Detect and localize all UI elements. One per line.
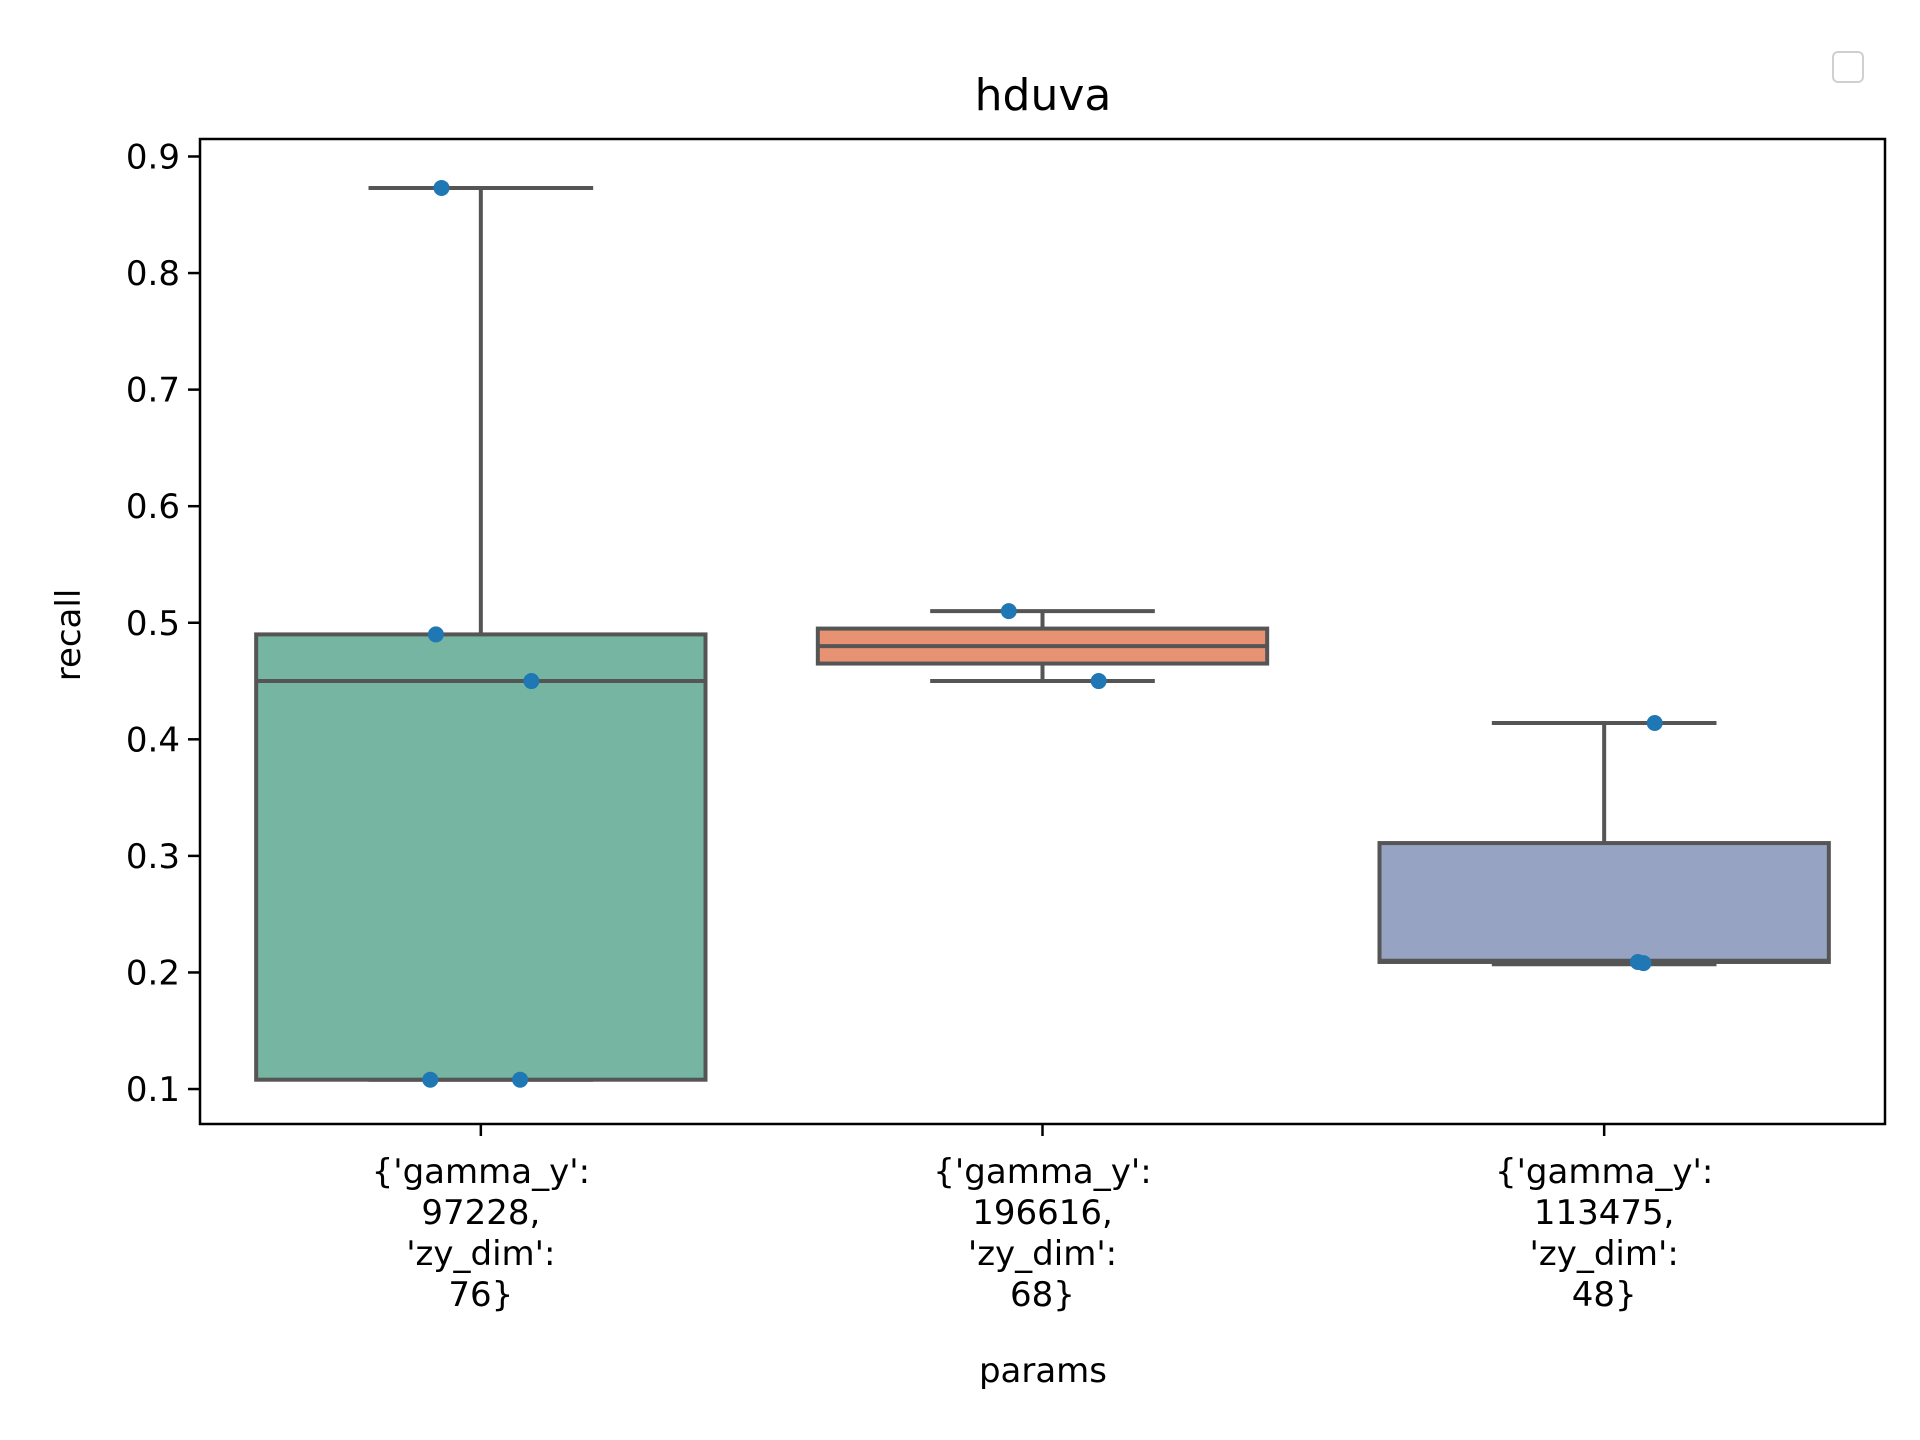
x-tick-label-line: {'gamma_y': bbox=[1495, 1152, 1713, 1192]
x-tick-label-line: 76} bbox=[448, 1275, 513, 1315]
data-point bbox=[512, 1071, 529, 1088]
x-tick-label-line: 'zy_dim': bbox=[406, 1234, 555, 1274]
x-tick-label-line: 97228, bbox=[421, 1193, 540, 1233]
x-tick-label-line: {'gamma_y': bbox=[933, 1152, 1151, 1192]
data-point bbox=[433, 179, 450, 196]
plot-area bbox=[198, 137, 1887, 1126]
box-group bbox=[1377, 721, 1831, 967]
data-point bbox=[1090, 673, 1107, 690]
y-tick-label: 0.7 bbox=[126, 371, 180, 411]
y-tick-label: 0.2 bbox=[126, 953, 180, 993]
x-axis-label: params bbox=[979, 1351, 1107, 1391]
y-tick-label: 0.8 bbox=[126, 254, 180, 294]
legend-box bbox=[1832, 51, 1864, 83]
data-point bbox=[523, 673, 540, 690]
y-tick-label: 0.5 bbox=[126, 604, 180, 644]
box-group bbox=[815, 609, 1270, 684]
x-axis: {'gamma_y': 97228,'zy_dim': 76}{'gamma_y':… bbox=[372, 1124, 1713, 1315]
x-tick-label-line: 113475, bbox=[1534, 1193, 1675, 1233]
box bbox=[254, 632, 708, 1082]
x-tick-label-line: 'zy_dim': bbox=[968, 1234, 1117, 1274]
y-tick-label: 0.4 bbox=[126, 720, 180, 760]
y-axis: 0.1 0.2 0.3 0.4 0.5 0.6 0.7 0.8 0.9 bbox=[126, 137, 200, 1110]
y-tick-label: 0.3 bbox=[126, 837, 180, 877]
x-tick-label-line: 'zy_dim': bbox=[1530, 1234, 1679, 1274]
x-tick-label-line: 196616, bbox=[972, 1193, 1113, 1233]
x-tick-label-line: 48} bbox=[1572, 1275, 1637, 1315]
x-tick-label-line: 68} bbox=[1010, 1275, 1075, 1315]
data-point bbox=[1635, 955, 1652, 972]
box-group bbox=[254, 185, 708, 1082]
y-tick-label: 0.6 bbox=[126, 487, 180, 527]
box bbox=[1377, 841, 1831, 964]
y-axis-label: recall bbox=[49, 589, 89, 682]
chart-title: hduva bbox=[975, 70, 1112, 121]
data-point bbox=[1646, 715, 1663, 732]
x-tick-label: {'gamma_y': 196616,'zy_dim': 68} bbox=[933, 1152, 1151, 1315]
data-point bbox=[1000, 603, 1017, 620]
x-tick-label-line: {'gamma_y': bbox=[372, 1152, 590, 1192]
data-point bbox=[427, 626, 444, 643]
x-tick-label: {'gamma_y': 97228,'zy_dim': 76} bbox=[372, 1152, 590, 1315]
y-tick-label: 0.1 bbox=[126, 1070, 180, 1110]
data-point bbox=[422, 1071, 439, 1088]
x-tick-label: {'gamma_y': 113475,'zy_dim': 48} bbox=[1495, 1152, 1713, 1315]
y-tick-label: 0.9 bbox=[126, 137, 180, 177]
